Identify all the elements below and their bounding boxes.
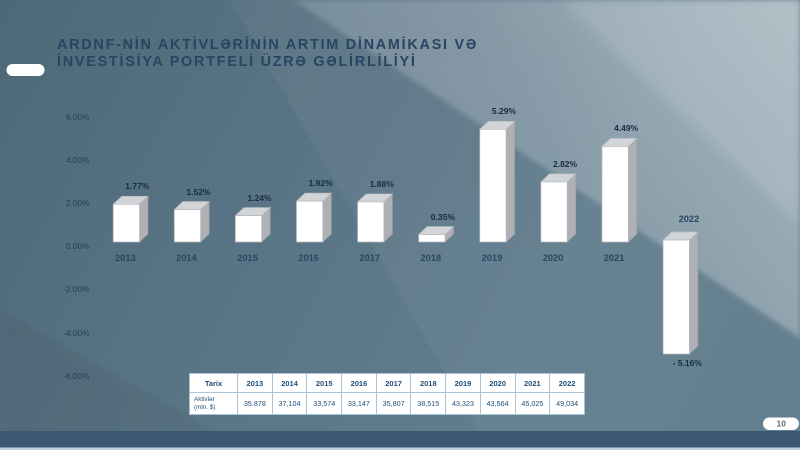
svg-text:10: 10 (777, 419, 787, 429)
